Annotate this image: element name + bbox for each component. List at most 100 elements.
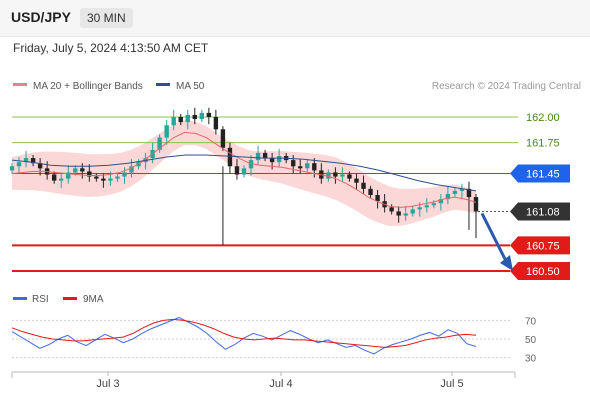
price-level-label: 161.45 bbox=[526, 168, 560, 180]
candle-body bbox=[115, 176, 120, 179]
candle-body bbox=[227, 147, 233, 167]
candle-body bbox=[59, 178, 64, 181]
candle-body bbox=[326, 172, 331, 179]
forecast-arrow bbox=[480, 212, 513, 271]
candle-body bbox=[66, 172, 71, 179]
rsi-legend-swatch bbox=[13, 297, 27, 300]
candle-body bbox=[417, 207, 422, 210]
candle-body bbox=[431, 203, 437, 206]
ma20-legend-label: MA 20 + Bollinger Bands bbox=[33, 81, 143, 92]
timeframe-badge[interactable]: 30 MIN bbox=[80, 8, 133, 28]
candle-body bbox=[37, 163, 43, 169]
candle-body bbox=[396, 211, 401, 216]
candle-body bbox=[424, 205, 429, 208]
rsi-tick-label: 70 bbox=[525, 316, 537, 327]
rsi-panel: RSI 9MA 70 50 30 bbox=[11, 294, 537, 365]
price-level-badge bbox=[510, 164, 570, 183]
candle-body bbox=[220, 129, 226, 148]
candle-body bbox=[171, 117, 176, 126]
price-level-badge bbox=[510, 202, 570, 221]
candle-body bbox=[16, 162, 22, 167]
candle-body bbox=[347, 174, 352, 179]
candle-body bbox=[276, 156, 282, 163]
ma50-legend-swatch bbox=[156, 83, 170, 86]
candle-body bbox=[178, 117, 183, 123]
candle-body bbox=[206, 112, 212, 117]
rsi-legend-label: RSI bbox=[32, 294, 49, 305]
chart-header: USD/JPY 30 MIN bbox=[0, 0, 590, 37]
candle-body bbox=[312, 163, 317, 171]
candle-body bbox=[234, 166, 240, 175]
candle-body bbox=[375, 195, 380, 202]
candle-body bbox=[199, 112, 205, 120]
chart-legend: MA 20 + Bollinger Bands MA 50 Research ©… bbox=[13, 81, 581, 92]
forecast-arrow-shaft bbox=[480, 212, 510, 266]
candle-body bbox=[445, 194, 451, 200]
rsi-ma-line bbox=[11, 318, 477, 348]
price-level-badge bbox=[510, 236, 570, 255]
candle-body bbox=[298, 166, 303, 169]
candlesticks bbox=[9, 107, 479, 246]
candle-body bbox=[410, 209, 415, 214]
price-level-label: 160.75 bbox=[526, 240, 560, 252]
candle-body bbox=[94, 176, 99, 179]
candle-body bbox=[361, 182, 366, 189]
timestamp: Friday, July 5, 2024 4:13:50 AM CET bbox=[13, 41, 209, 55]
rsi-tick-label: 50 bbox=[525, 335, 537, 346]
candle-body bbox=[241, 168, 247, 175]
candle-body bbox=[438, 199, 444, 204]
candle-body bbox=[269, 158, 275, 163]
price-level-label: 162.00 bbox=[526, 112, 560, 124]
candle-body bbox=[452, 190, 458, 194]
candle-body bbox=[333, 172, 338, 177]
candle-body bbox=[403, 213, 408, 216]
ma50-line bbox=[11, 154, 477, 192]
candle-body bbox=[255, 152, 261, 161]
price-level-label: 160.50 bbox=[526, 266, 560, 278]
price-level-label: 161.08 bbox=[526, 206, 560, 218]
candle-body bbox=[213, 117, 219, 130]
rsi-tick-label: 30 bbox=[525, 354, 537, 365]
candle-body bbox=[87, 171, 92, 177]
research-credit: Research © 2024 Trading Central bbox=[432, 81, 581, 92]
time-axis: Jul 3 Jul 4 Jul 5 bbox=[11, 371, 516, 390]
price-level-labels: 162.00 161.75 161.45 161.08 160.75 160.50 bbox=[510, 112, 570, 280]
candle-body bbox=[73, 168, 78, 173]
candle-body bbox=[459, 188, 465, 191]
candle-body bbox=[305, 163, 310, 169]
candle-body bbox=[368, 188, 373, 196]
candle-body bbox=[51, 174, 57, 181]
candle-body bbox=[354, 178, 359, 183]
candle-body bbox=[248, 160, 254, 169]
candle-body bbox=[80, 168, 85, 172]
candle-body bbox=[291, 160, 296, 167]
candle-body bbox=[108, 178, 113, 181]
rsi-ma-legend-swatch bbox=[63, 297, 77, 300]
candle-body bbox=[101, 178, 106, 181]
candle-body bbox=[389, 207, 394, 212]
price-level-label: 161.75 bbox=[526, 138, 560, 150]
price-level-badge bbox=[510, 262, 570, 280]
rsi-ma-legend-label: 9MA bbox=[83, 294, 104, 305]
candle-body bbox=[23, 158, 29, 163]
candle-body bbox=[30, 158, 36, 164]
time-axis-label: Jul 4 bbox=[269, 378, 292, 390]
candle-body bbox=[157, 137, 162, 150]
price-levels bbox=[12, 116, 510, 272]
candle-body bbox=[192, 114, 197, 120]
candle-body bbox=[9, 166, 15, 171]
time-axis-label: Jul 3 bbox=[96, 378, 119, 390]
forecast-arrow-head bbox=[500, 255, 513, 271]
ma20-legend-swatch bbox=[13, 83, 27, 86]
candle-body bbox=[340, 174, 345, 177]
candle-body bbox=[122, 172, 127, 177]
moving-averages bbox=[11, 131, 477, 208]
candle-body bbox=[129, 166, 134, 173]
rsi-line bbox=[11, 316, 477, 355]
symbol-label: USD/JPY bbox=[11, 9, 71, 25]
candle-body bbox=[185, 114, 190, 123]
time-axis-label: Jul 5 bbox=[440, 378, 463, 390]
candle-body bbox=[164, 125, 169, 138]
candle-body bbox=[262, 152, 268, 159]
